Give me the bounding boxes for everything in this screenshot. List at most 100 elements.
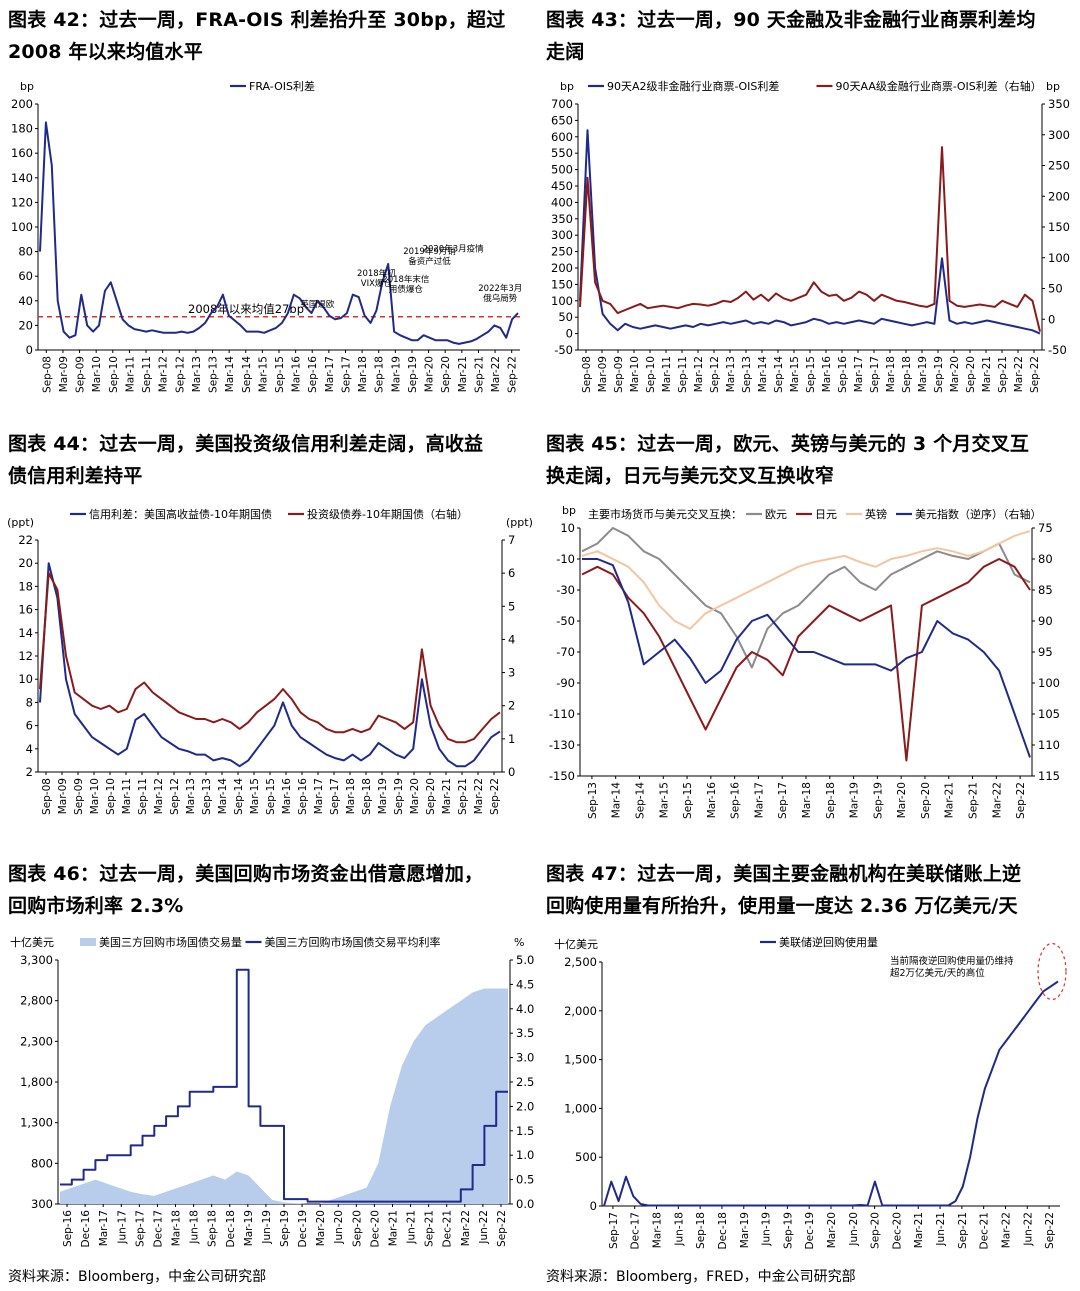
unit-left-label: (ppt) — [7, 516, 34, 529]
chart-47-title: 图表 47：过去一周，美国主要金融机构在美联储账上逆 回购使用量有所抬升，使用量… — [546, 858, 1076, 922]
x-tick-label: Jun-18 — [673, 1212, 685, 1247]
legend-label: 日元 — [815, 508, 837, 521]
chart-46-title-line2: 回购市场利率 2.3% — [8, 895, 184, 917]
y-tick-label-right: 300 — [1048, 128, 1070, 142]
y-tick-label-right: 6 — [508, 566, 515, 580]
y-tick-label-right: 3.0 — [516, 1051, 534, 1065]
y-tick-label-left: 1,500 — [564, 1053, 597, 1067]
annotation-text: 俄乌局势 — [483, 293, 518, 304]
x-tick-label: Mar-09 — [597, 356, 609, 392]
series-line-0 — [39, 562, 501, 768]
x-tick-label: Sep-20 — [920, 782, 932, 819]
y-tick-label-left: 100 — [11, 220, 33, 234]
x-tick-label: Sep-17 — [608, 1212, 620, 1249]
x-tick-label: Mar-18 — [345, 778, 357, 814]
y-tick-label-left: 20 — [18, 318, 33, 332]
legend-label: 90天AA级金融行业商票-OIS利差（右轴） — [836, 79, 1042, 93]
chart-45: bp -150 -130 -110 -90 -70 -50 -30 -10 10 75 80 85 90 9… — [540, 500, 1080, 845]
y-tick-label-left: 50 — [558, 310, 573, 324]
x-tick-label: Dec-17 — [152, 1210, 164, 1247]
x-tick-label: Mar-22 — [1013, 356, 1025, 392]
x-tick-label: Jun-20 — [848, 1212, 860, 1247]
chart-46-title-line1: 图表 46：过去一周，美国回购市场资金出借意愿增加， — [8, 863, 484, 885]
y-tick-label-right: -50 — [1048, 343, 1067, 357]
x-tick-label: Sep-19 — [393, 778, 405, 815]
x-tick-label: Mar-20 — [315, 1210, 327, 1246]
x-tick-label: Mar-16 — [291, 356, 303, 393]
source-note-left: 资料来源：Bloomberg，中金公司研究部 — [8, 1269, 267, 1285]
y-tick-label-left: 2 — [26, 765, 33, 779]
y-tick-label-right: 100 — [1038, 676, 1060, 690]
y-tick-label-left: 1,800 — [20, 1075, 53, 1089]
y-tick-label-right: 2.0 — [516, 1099, 534, 1113]
unit-left-label: bp — [562, 504, 576, 517]
y-tick-label-left: 250 — [551, 245, 573, 259]
annotation-text: 2022年3月 — [478, 283, 522, 294]
x-tick-label: Jun-21 — [935, 1212, 947, 1247]
series-line-1 — [60, 968, 508, 1203]
x-tick-label: Sep-16 — [837, 356, 849, 393]
y-tick-label-left: -130 — [549, 738, 575, 752]
x-tick-label: Dec-21 — [442, 1210, 454, 1247]
y-tick-label-left: 0 — [566, 327, 573, 341]
y-tick-label-right: 110 — [1038, 738, 1060, 752]
annotation-text: 2020年3月疫情 — [423, 244, 485, 255]
x-tick-label: Mar-11 — [124, 356, 136, 392]
chart-44: (ppt) (ppt) 2 4 6 8 10 12 14 16 18 20 22 0 1 2 3 4 5 6 7 Sep-… — [0, 500, 540, 845]
x-tick-label: Mar-21 — [441, 778, 453, 814]
x-tick-label: Jun-18 — [189, 1210, 201, 1245]
x-tick-label: Sep-12 — [169, 778, 181, 815]
y-tick-label-right: 5 — [508, 599, 515, 613]
y-tick-label-right: 115 — [1038, 769, 1060, 783]
y-tick-label-left: 80 — [18, 245, 33, 259]
y-tick-label-left: 0 — [26, 343, 33, 357]
annotation-text: 备资产过低 — [408, 256, 451, 267]
y-tick-label-left: 800 — [31, 1156, 53, 1170]
chart-44-title-line2: 债信用利差持平 — [8, 465, 143, 487]
y-tick-label-left: 8 — [26, 695, 33, 709]
x-tick-label: Sep-14 — [233, 778, 245, 815]
y-tick-label-left: -70 — [556, 645, 575, 659]
x-tick-label: Mar-22 — [473, 778, 485, 814]
x-tick-label: Mar-19 — [739, 1212, 751, 1248]
x-tick-label: Mar-22 — [991, 782, 1003, 818]
annotation-text: 当前隔夜逆回购使用量仍维持 — [890, 955, 1014, 967]
y-tick-label-left: 2,000 — [564, 1004, 597, 1018]
x-tick-label: Mar-17 — [98, 1210, 110, 1246]
x-tick-label: Mar-18 — [171, 1210, 183, 1246]
x-tick-label: Sep-19 — [279, 1210, 291, 1247]
chart-42: bp 0 20 40 60 80 100 120 140 160 180 200 Sep-08 Mar-0… — [0, 72, 540, 417]
x-tick-label: Mar-20 — [424, 356, 436, 392]
chart-44-title-line1: 图表 44：过去一周，美国投资级信用利差走阔，高收益 — [8, 433, 484, 455]
chart-43: bp bp -50 0 50 100 150 200 250 300 350 400 450 500 550… — [540, 72, 1080, 417]
y-tick-label-right: 50 — [1048, 282, 1063, 296]
x-tick-label: Sep-20 — [870, 1212, 882, 1249]
chart-44-svg: (ppt) (ppt)24681012141618202201234567Sep-… — [7, 507, 533, 815]
x-tick-label: Sep-14 — [634, 782, 646, 819]
x-tick-label: Sep-11 — [141, 356, 153, 393]
chart-43-title: 图表 43：过去一周，90 天金融及非金融行业商票利差均 走阔 — [546, 4, 1076, 68]
x-tick-label: Mar-12 — [693, 356, 705, 392]
x-tick-label: Mar-17 — [753, 782, 765, 818]
x-tick-label: Jun-22 — [478, 1210, 490, 1245]
chart-46-svg: 十亿美元 % 300 800 1,300 1,800 2,300 2,800 3,300 0.0 0… — [10, 935, 534, 1247]
highlight-ellipse — [1037, 942, 1067, 1001]
x-tick-label: Mar-15 — [789, 356, 801, 392]
source-note-right: 资料来源：Bloomberg，FRED，中金公司研究部 — [546, 1269, 856, 1285]
y-tick-label-left: -10 — [556, 552, 575, 566]
x-tick-label: Sep-21 — [473, 356, 485, 393]
x-tick-label: Sep-13 — [208, 356, 220, 393]
x-tick-label: Mar-20 — [896, 782, 908, 818]
x-tick-label: Mar-12 — [158, 356, 170, 392]
x-tick-label: Sep-20 — [965, 356, 977, 393]
legend-label: 欧元 — [765, 508, 787, 521]
x-tick-label: Sep-22 — [1029, 356, 1041, 393]
x-tick-label: Mar-18 — [652, 1212, 664, 1248]
y-tick-label-left: 18 — [18, 579, 33, 593]
x-tick-label: Sep-18 — [361, 778, 373, 815]
x-tick-label: Sep-08 — [581, 356, 593, 393]
x-tick-label: Mar-14 — [217, 778, 229, 815]
series-line-1 — [579, 146, 1041, 332]
y-tick-label-left: 300 — [31, 1197, 53, 1211]
y-tick-label-right: 150 — [1048, 220, 1070, 234]
